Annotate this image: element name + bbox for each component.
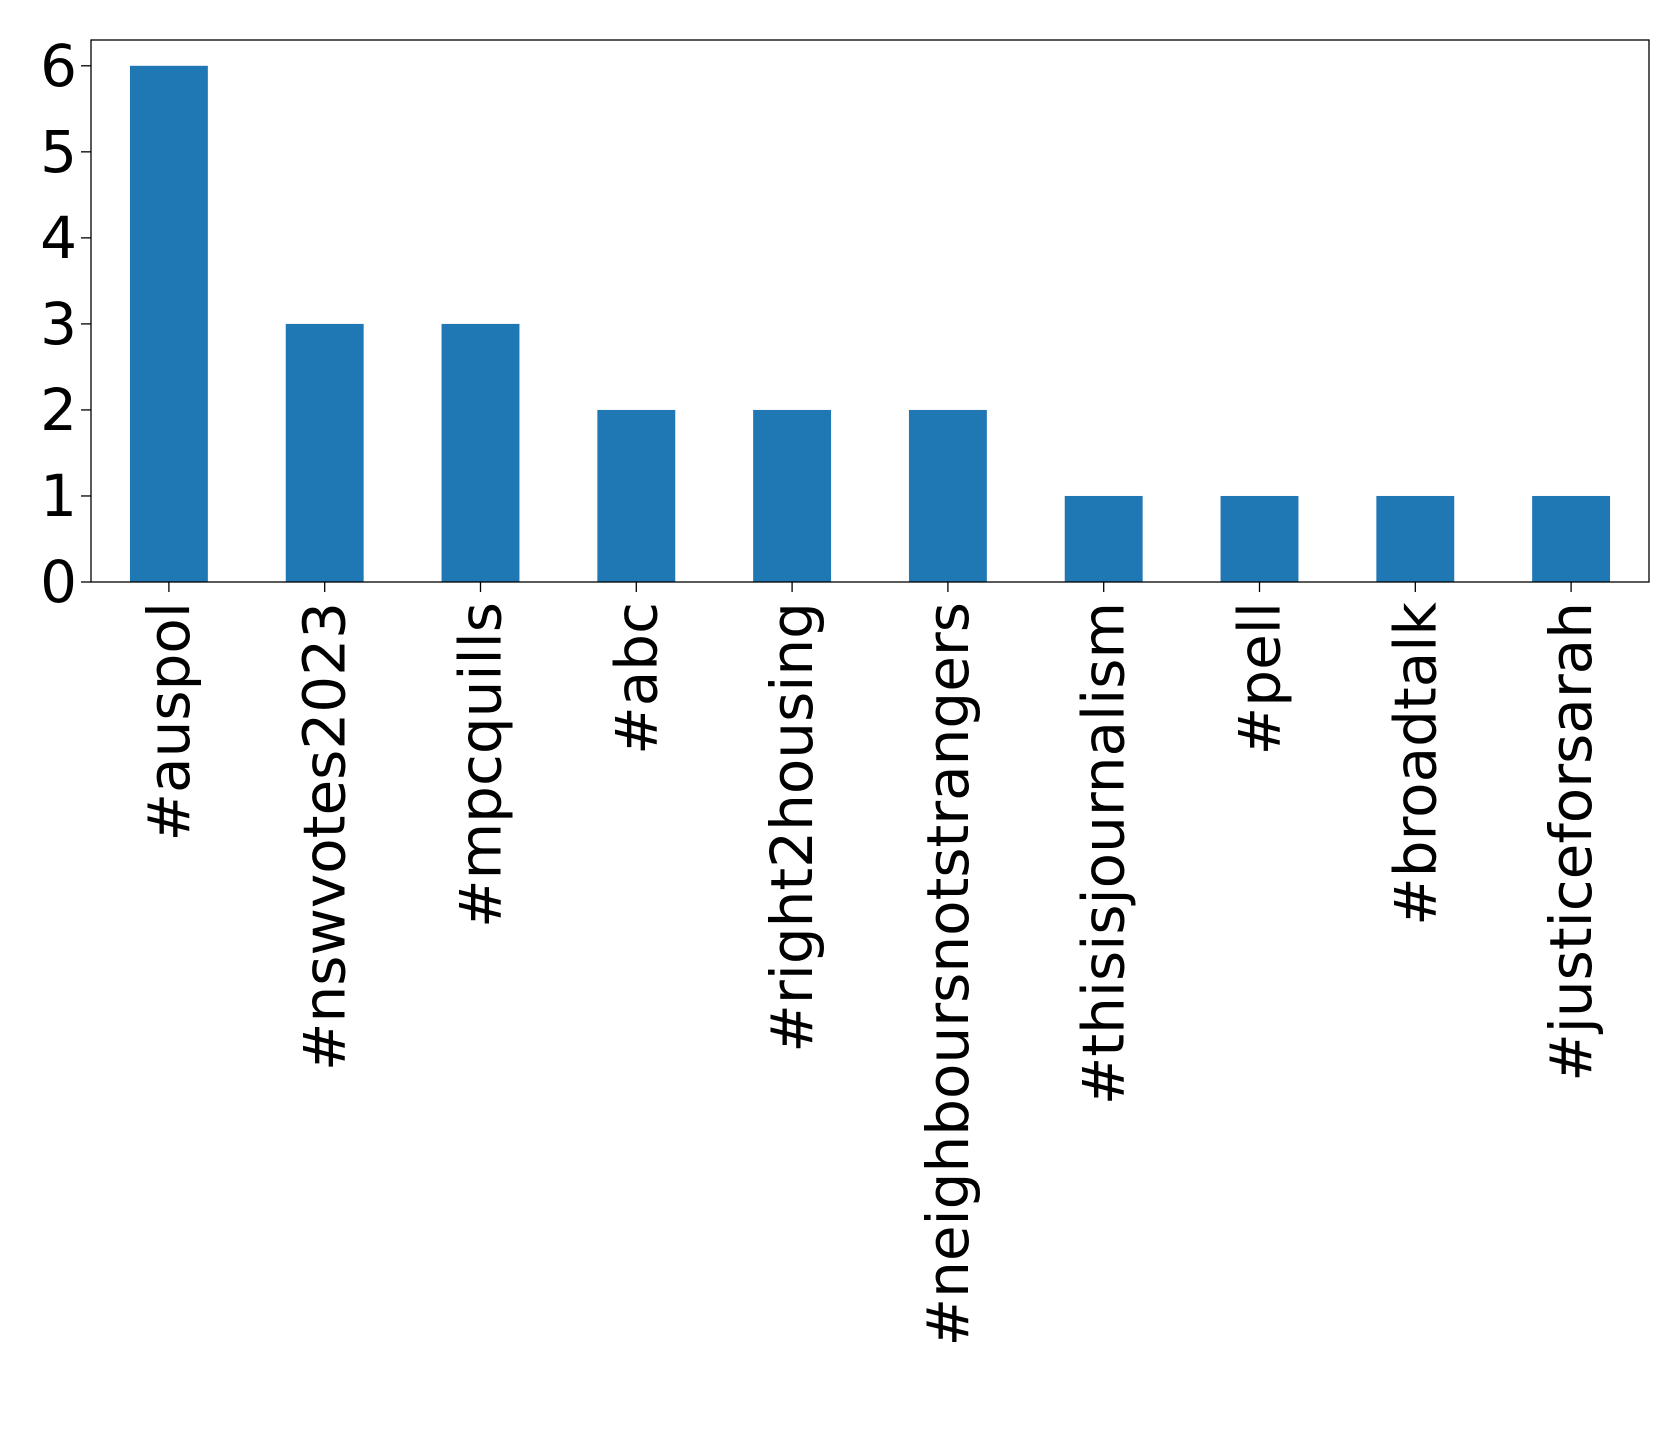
y-tick-label: 6 bbox=[40, 32, 77, 100]
y-axis: 0 1 2 3 4 5 6 bbox=[40, 32, 91, 616]
x-tick-label: #broadtalk bbox=[1381, 602, 1449, 926]
x-tick-label: #mpcquills bbox=[447, 602, 515, 928]
x-tick-label: #thisisjournalism bbox=[1070, 602, 1138, 1105]
plot-frame bbox=[90, 39, 1650, 583]
y-tick-label: 3 bbox=[40, 290, 77, 358]
bar-justiceforsarah bbox=[1532, 495, 1611, 582]
bar-pell bbox=[1220, 495, 1299, 582]
y-tick-label: 2 bbox=[40, 376, 77, 444]
y-tick-label: 5 bbox=[40, 118, 77, 186]
x-tick-label: #abc bbox=[602, 602, 670, 755]
bar-abc bbox=[597, 409, 676, 582]
y-tick-label: 0 bbox=[40, 548, 77, 616]
x-axis: #auspol #nswvotes2023 #mpcquills #abc #right… bbox=[135, 582, 1605, 1347]
x-tick-label: #right2housing bbox=[758, 602, 826, 1053]
x-tick-label: #justiceforsarah bbox=[1537, 602, 1605, 1082]
x-tick-label: #nswvotes2023 bbox=[291, 602, 359, 1071]
x-tick-label: #neighboursnotstrangers bbox=[914, 602, 982, 1347]
x-tick-label: #pell bbox=[1226, 602, 1294, 755]
bar-mpcquills bbox=[441, 323, 520, 582]
bar-nswvotes2023 bbox=[285, 323, 364, 582]
y-tick-label: 1 bbox=[40, 462, 77, 530]
x-tick-label: #auspol bbox=[135, 602, 203, 842]
bar-thisisjournalism bbox=[1064, 495, 1143, 582]
y-tick-label: 4 bbox=[40, 204, 77, 272]
bar-auspol bbox=[129, 65, 208, 583]
bar-right2housing bbox=[753, 409, 832, 582]
bars-group bbox=[129, 65, 1611, 583]
bar-neighboursnotstrangers bbox=[908, 409, 987, 582]
bar-broadtalk bbox=[1376, 495, 1455, 582]
